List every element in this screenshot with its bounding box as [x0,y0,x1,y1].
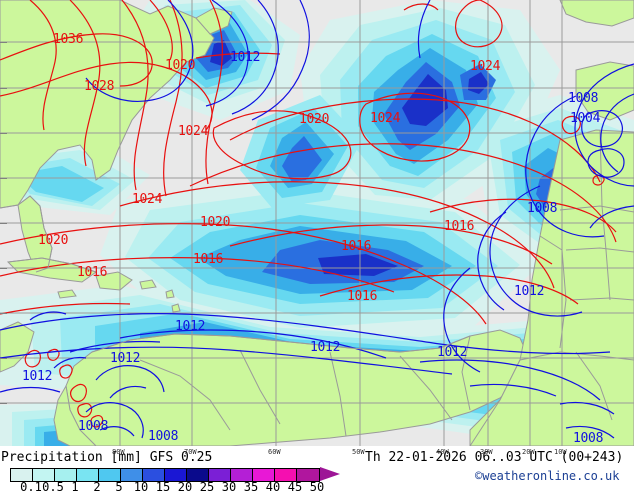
lat-tick [0,88,7,89]
isobar-label: 1008 [573,431,604,446]
colorbar-tick: 50 [309,480,325,494]
coastlines [0,195,471,353]
longitude-label: 20W [522,448,535,456]
isobars-high [0,0,617,428]
lat-tick [0,268,7,269]
isobar-label: 1024 [470,59,501,74]
isobar-label: 1012 [310,340,341,355]
colorbar-swatch[interactable] [253,469,275,481]
precipitation-colorbar[interactable]: 0.1 0.5 1 2 5 10 15 20 25 30 35 40 45 50 [10,467,342,494]
model-run-timestamp: Th 22-01-2026 06..03 UTC (00+243) [365,450,624,465]
longitude-label: 60W [268,448,281,456]
map-footer: Precipitation [mm] GFS 0.25 Th 22-01-202… [0,446,634,494]
isobar-label: 1012 [110,351,141,366]
isobar-label: 1008 [148,429,179,444]
colorbar-tick: 15 [155,480,171,494]
colorbar-tick: 2 [93,480,101,494]
longitude-label: 80W [112,448,125,456]
isobar-label: 1008 [527,201,558,216]
precipitation-map[interactable]: 1036 1028 1020 1024 1024 1024 1012 1020 1008 1004… [0,0,634,446]
isobar-label: 1008 [78,419,109,434]
isobar-label: 1016 [341,239,372,254]
colorbar-swatch[interactable] [209,469,231,481]
isobar-label: 1020 [299,112,330,127]
isobar-label: 1016 [347,289,378,304]
isobar-label: 1024 [178,124,209,139]
isobar-label: 1008 [568,91,599,106]
isobar-label: 1036 [53,32,84,47]
colorbar-swatch[interactable] [99,469,121,481]
isobar-label: 1004 [570,111,601,126]
isobars-low [0,0,634,439]
lat-tick [0,313,7,314]
lat-tick [0,178,7,179]
colorbar-swatch[interactable] [297,469,319,481]
longitude-label: 30W [480,448,493,456]
isobar-label: 1012 [437,345,468,360]
lat-tick [0,133,7,134]
isobar-label: 1012 [22,369,53,384]
isobar-label: 1016 [77,265,108,280]
isobar-label: 1016 [444,219,475,234]
lat-lon-grid [0,0,634,446]
colorbar-tick: 20 [177,480,193,494]
longitude-label: 70W [184,448,197,456]
isobar-label: 1016 [193,252,224,267]
colorbar-tick: 5 [115,480,123,494]
isobar-label: 1028 [84,79,115,94]
isobar-label: 1020 [38,233,69,248]
isobar-label: 1012 [514,284,545,299]
product-caption: Precipitation [mm] GFS 0.25 [1,450,213,465]
colorbar-swatches[interactable] [10,468,320,482]
colorbar-swatch[interactable] [33,469,55,481]
map-canvas [0,0,634,446]
colorbar-tick: 30 [221,480,237,494]
copyright-credit: ©weatheronline.co.uk [475,469,620,483]
colorbar-swatch[interactable] [55,469,77,481]
longitude-label: 50W [352,448,365,456]
colorbar-tick: 25 [199,480,215,494]
colorbar-swatch[interactable] [11,469,33,481]
lat-tick [0,42,7,43]
lat-tick [0,403,7,404]
longitude-label: 40W [436,448,449,456]
longitude-label: 10W [554,448,567,456]
landmasses [0,0,634,446]
isobar-label: 1012 [230,50,261,65]
lat-tick [0,358,7,359]
colorbar-tick: 45 [287,480,303,494]
colorbar-swatch[interactable] [231,469,253,481]
isobar-label: 1020 [200,215,231,230]
colorbar-swatch[interactable] [77,469,99,481]
colorbar-tick-labels: 0.1 0.5 1 2 5 10 15 20 25 30 35 40 45 50 [10,480,324,495]
isobar-label: 1020 [165,58,196,73]
colorbar-swatch[interactable] [187,469,209,481]
colorbar-tick: 0.5 [42,480,64,494]
colorbar-tick: 0.1 [20,480,42,494]
isobar-label: 1012 [175,319,206,334]
colorbar-tick: 10 [133,480,149,494]
colorbar-tick: 40 [265,480,281,494]
colorbar-overflow-arrow [320,467,340,481]
country-borders [139,129,634,437]
lat-tick [0,223,7,224]
isobar-label: 1024 [370,111,401,126]
colorbar-swatch[interactable] [165,469,187,481]
colorbar-swatch[interactable] [275,469,297,481]
colorbar-tick: 1 [71,480,79,494]
colorbar-tick: 35 [243,480,259,494]
colorbar-swatch[interactable] [121,469,143,481]
colorbar-swatch[interactable] [143,469,165,481]
isobar-label: 1024 [132,192,163,207]
